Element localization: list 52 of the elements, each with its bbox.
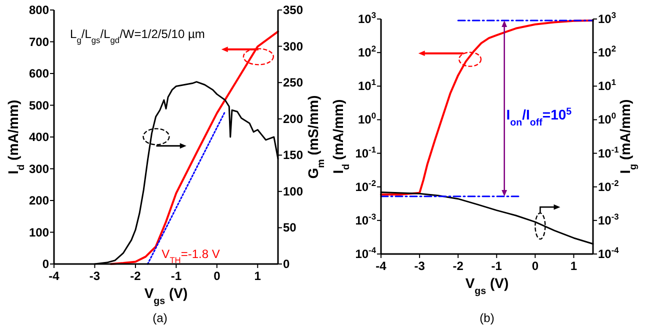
y-tick-label: 500 bbox=[28, 98, 50, 112]
x-tick-label: -3 bbox=[89, 269, 100, 283]
x-tick-label: -2 bbox=[452, 259, 464, 273]
y-tick-label: 10$^{0}$ bbox=[358, 110, 376, 127]
y-tick-label: 10$^{-2}$ bbox=[355, 178, 376, 194]
text: 10$^{2}$ bbox=[598, 44, 616, 60]
y-tick-label: 10$^{2}$ bbox=[358, 44, 376, 60]
text: (a) bbox=[152, 311, 168, 325]
y-tick-label: 10$^{-3}$ bbox=[355, 211, 376, 228]
text: 10$^{1}$ bbox=[598, 77, 616, 94]
text: (b) bbox=[480, 311, 494, 325]
y2-tick-label: 150 bbox=[283, 148, 304, 162]
x-tick-label: -4 bbox=[48, 269, 60, 283]
y2-tick-label: 100 bbox=[283, 184, 304, 198]
y2-tick-label: 250 bbox=[283, 76, 304, 90]
annotation: L$_{g}$/L$_{gs}$/L$_{gd}$/W=1/2/5/10 µm bbox=[70, 27, 205, 45]
y2-tick-label: 200 bbox=[283, 112, 304, 126]
y-tick-label: 10$^{-4}$ bbox=[355, 245, 376, 261]
x-tick-label: -2 bbox=[130, 269, 142, 283]
y-tick-label: 10$^{-1}$ bbox=[355, 144, 376, 160]
text: 10$^{3}$ bbox=[598, 10, 616, 26]
text: 10$^{-2}$ bbox=[598, 178, 619, 194]
x-axis-title: V$_{gs}$ (V) bbox=[465, 275, 509, 296]
text: 10$^{-3}$ bbox=[598, 211, 619, 228]
x-tick-label: -3 bbox=[414, 259, 426, 273]
x-tick-label: -4 bbox=[376, 259, 387, 273]
y-tick-label: 10$^{1}$ bbox=[358, 77, 376, 94]
annotation: I$_{on}$/I$_{off}$=10$^{5}$ bbox=[506, 106, 572, 128]
annotation: V$_{TH}$=-1.8 V bbox=[162, 247, 220, 265]
x-tick-label: 0 bbox=[214, 269, 221, 283]
y2-tick-label: 300 bbox=[283, 39, 304, 54]
x-tick-label: 0 bbox=[532, 259, 539, 273]
y2-tick-label: 50 bbox=[283, 220, 297, 235]
x-axis-title: V$_{gs}$ (V) bbox=[144, 285, 188, 306]
line-series bbox=[110, 30, 279, 265]
y-tick-label: 800 bbox=[28, 3, 50, 17]
line-series bbox=[380, 20, 594, 196]
y-tick-label: 10$^{3}$ bbox=[358, 10, 376, 26]
y-tick-label: 300 bbox=[28, 162, 50, 176]
text: 10$^{-1}$ bbox=[598, 144, 619, 160]
text: 10$^{-4}$ bbox=[598, 245, 619, 261]
y2-tick-label: 350 bbox=[283, 3, 304, 17]
x-tick-label: 1 bbox=[254, 269, 262, 283]
x-tick-label: -1 bbox=[170, 269, 182, 283]
text: 10$^{0}$ bbox=[598, 110, 616, 127]
y-tick-label: 700 bbox=[28, 34, 50, 49]
y-tick-label: 400 bbox=[28, 130, 50, 144]
y-tick-label: 100 bbox=[28, 225, 50, 240]
x-tick-label: -1 bbox=[491, 259, 502, 273]
y-tick-label: 600 bbox=[28, 66, 50, 80]
y-tick-label: 200 bbox=[28, 194, 50, 208]
x-tick-label: 1 bbox=[570, 259, 578, 273]
